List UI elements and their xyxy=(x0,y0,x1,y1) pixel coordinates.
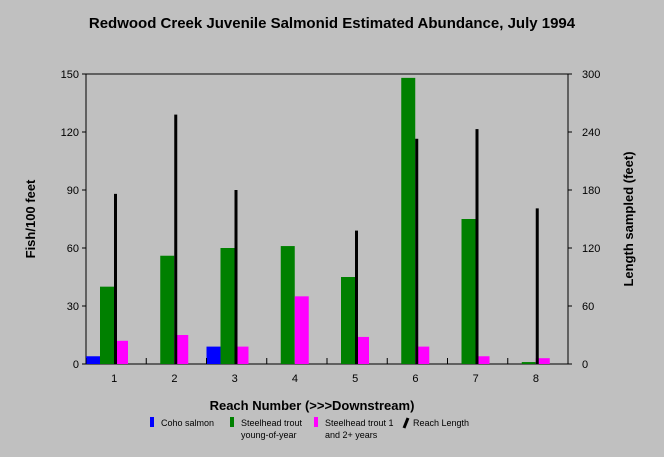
x-axis-label: Reach Number (>>>Downstream) xyxy=(210,398,415,413)
reach-length-bar xyxy=(535,208,539,364)
y2-tick-label: 60 xyxy=(582,301,594,313)
bar-1 xyxy=(461,219,476,364)
reach-length-bar xyxy=(174,114,178,364)
plot-area xyxy=(85,73,569,365)
legend-label: and 2+ years xyxy=(325,430,378,440)
bar-1 xyxy=(100,286,114,364)
bar-1 xyxy=(220,248,235,364)
bar-1 xyxy=(280,246,295,364)
x-tick-label: 8 xyxy=(533,373,539,385)
bars-layer xyxy=(86,77,550,364)
y2-tick-label: 120 xyxy=(582,243,600,255)
bar-2 xyxy=(415,346,430,364)
x-tick-label: 2 xyxy=(171,373,177,385)
x-tick-label: 7 xyxy=(473,373,479,385)
legend-label: Steelhead trout 1 xyxy=(325,418,394,428)
bar-2 xyxy=(355,336,369,364)
y-tick-label: 60 xyxy=(67,243,79,255)
bar-1 xyxy=(521,362,536,364)
x-tick-label: 1 xyxy=(111,373,117,385)
bar-2 xyxy=(294,296,309,364)
legend-swatch xyxy=(402,417,410,429)
bar-2 xyxy=(535,358,550,364)
legend-label: Steelhead trout xyxy=(241,418,303,428)
bar-2 xyxy=(114,340,128,364)
y-tick-label: 120 xyxy=(61,127,79,139)
bar-1 xyxy=(401,77,416,364)
reach-length-bar xyxy=(475,129,479,364)
bar-1 xyxy=(160,255,175,364)
y-tick-label: 0 xyxy=(73,359,79,371)
x-tick-label: 4 xyxy=(292,373,298,385)
bar-1 xyxy=(341,277,355,364)
legend-swatch xyxy=(314,417,318,427)
y2-axis-label: Length sampled (feet) xyxy=(621,151,636,286)
x-tick-label: 6 xyxy=(412,373,418,385)
ticks-layer: 0 30 60 90 120 150 0 60 120 180 240 300 1 2 3 4 5 6 7 8 xyxy=(61,69,601,385)
bar-0 xyxy=(206,346,221,364)
legend-label: Coho salmon xyxy=(161,418,214,428)
y2-tick-label: 300 xyxy=(582,69,600,81)
chart-title: Redwood Creek Juvenile Salmonid Estimate… xyxy=(88,15,576,32)
y2-tick-label: 0 xyxy=(582,359,588,371)
legend-label: Reach Length xyxy=(413,418,469,428)
legend-label: young-of-year xyxy=(241,430,297,440)
legend-swatch xyxy=(230,417,234,427)
x-tick-label: 5 xyxy=(352,373,358,385)
bar-2 xyxy=(475,356,490,364)
y-tick-label: 30 xyxy=(67,301,79,313)
x-tick-label: 3 xyxy=(232,373,238,385)
reach-length-bar xyxy=(234,190,238,364)
legend-swatch xyxy=(150,417,154,427)
legend: Coho salmon Steelhead trout young-of-year S… xyxy=(150,417,469,440)
bar-2 xyxy=(174,335,189,364)
bar-0 xyxy=(86,356,100,364)
y2-tick-label: 240 xyxy=(582,127,600,139)
reach-length-bar xyxy=(415,138,419,364)
reach-length-bar xyxy=(114,193,117,364)
y2-tick-label: 180 xyxy=(582,185,600,197)
y-tick-label: 90 xyxy=(67,185,79,197)
y-axis-label: Fish/100 feet xyxy=(23,179,38,258)
bar-2 xyxy=(234,346,249,364)
reach-length-bar xyxy=(355,230,358,364)
y-tick-label: 150 xyxy=(61,69,79,81)
